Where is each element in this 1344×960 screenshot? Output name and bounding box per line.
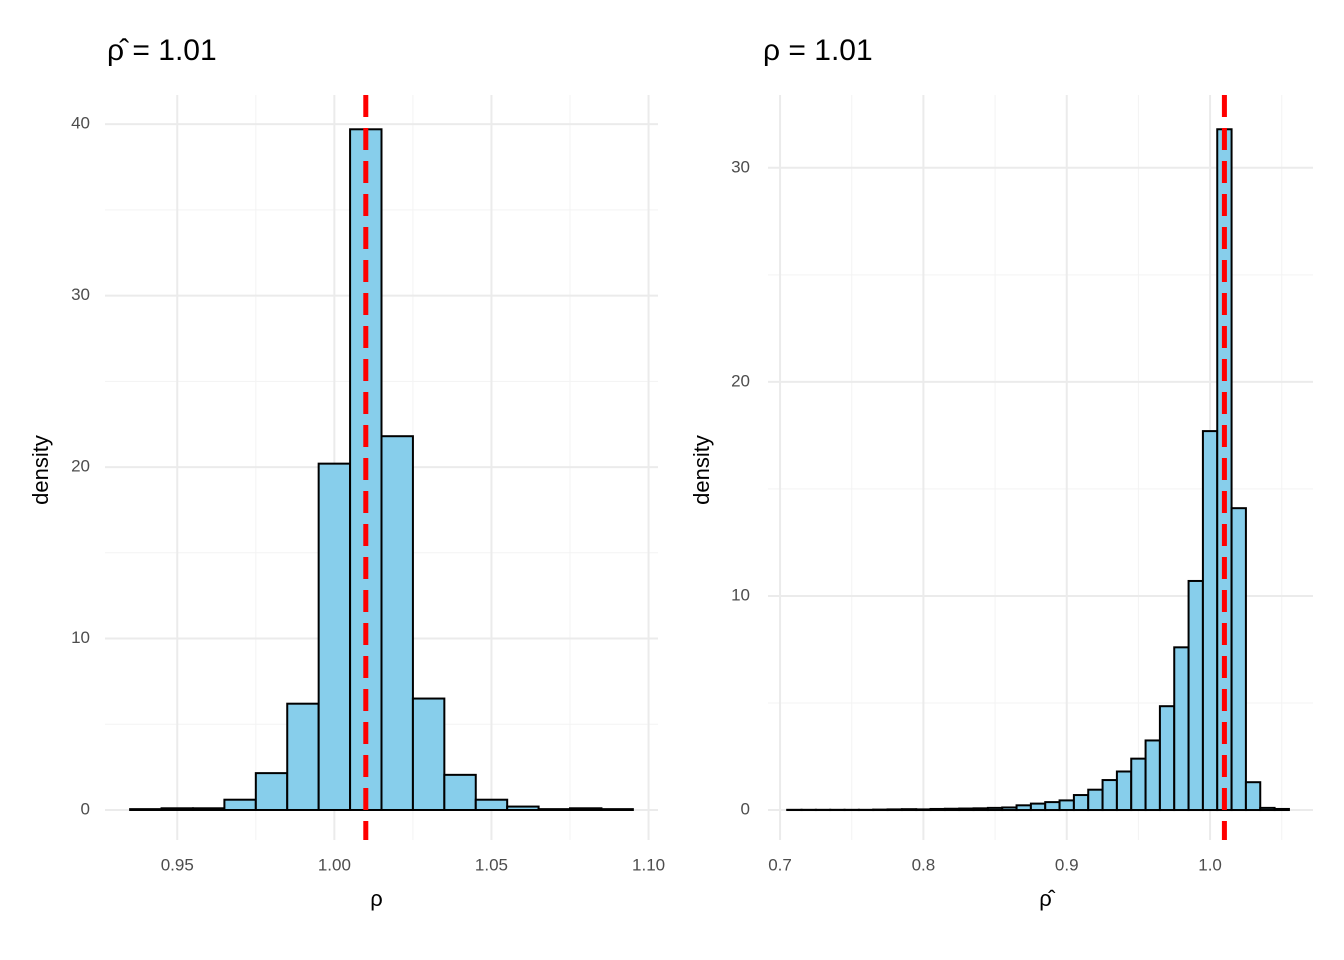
bar [129, 808, 163, 811]
bar [915, 808, 932, 812]
bar [1015, 804, 1032, 812]
x-tick-label: 1.05 [475, 855, 508, 874]
bar [223, 798, 257, 811]
x-tick-label: 0.95 [161, 855, 194, 874]
bar [537, 808, 572, 811]
y-tick-label: 20 [731, 371, 750, 390]
chart-title: ρ = 1.01 [763, 34, 873, 67]
bar [600, 808, 634, 811]
bar [317, 462, 352, 811]
bar [943, 807, 961, 812]
bar [160, 807, 194, 811]
y-tick-label: 30 [731, 157, 750, 176]
y-tick-label: 30 [71, 285, 90, 304]
bar [254, 772, 289, 811]
bar [474, 798, 509, 811]
x-tick-label: 1.00 [318, 855, 351, 874]
x-axis-label: ρ [370, 886, 383, 911]
bar [1230, 507, 1247, 812]
bar [1087, 788, 1104, 812]
bar [1115, 770, 1133, 812]
x-tick-label: 0.7 [768, 855, 792, 874]
bar [1144, 739, 1161, 812]
bar [1029, 802, 1047, 812]
bar [1201, 430, 1219, 812]
bar [286, 702, 320, 811]
bar [569, 807, 603, 811]
y-axis-label: density [28, 435, 53, 505]
bar [1187, 579, 1204, 812]
x-tick-label: 0.9 [1055, 855, 1079, 874]
bar [1058, 799, 1075, 812]
chart-title: ρ̂ = 1.01 [107, 34, 217, 67]
x-axis-label: ρ̂ [1039, 886, 1056, 911]
bar [1158, 705, 1176, 812]
bar [443, 773, 477, 811]
bar [900, 808, 918, 812]
y-tick-label: 0 [81, 799, 90, 818]
bar [1173, 646, 1190, 812]
bar [958, 807, 975, 812]
bar [1044, 801, 1061, 812]
y-axis-label: density [689, 435, 714, 505]
y-tick-label: 20 [71, 457, 90, 476]
bar [929, 807, 946, 812]
bar [1072, 794, 1090, 812]
bar [1244, 781, 1262, 812]
bar [1273, 807, 1290, 812]
bar [886, 808, 903, 812]
bar [972, 807, 989, 812]
bar [380, 435, 414, 811]
y-tick-label: 10 [71, 628, 90, 647]
y-tick-label: 0 [741, 800, 750, 819]
bar [191, 807, 226, 811]
x-tick-label: 1.10 [632, 855, 665, 874]
y-tick-label: 40 [71, 114, 90, 133]
bar [506, 805, 540, 811]
bar [1130, 757, 1147, 812]
x-tick-label: 1.0 [1198, 855, 1222, 874]
bar [986, 806, 1004, 812]
y-tick-label: 10 [731, 585, 750, 604]
bar [1001, 806, 1018, 812]
bar [411, 697, 446, 811]
bar [1259, 806, 1276, 812]
bar [1101, 779, 1118, 812]
x-tick-label: 0.8 [912, 855, 936, 874]
